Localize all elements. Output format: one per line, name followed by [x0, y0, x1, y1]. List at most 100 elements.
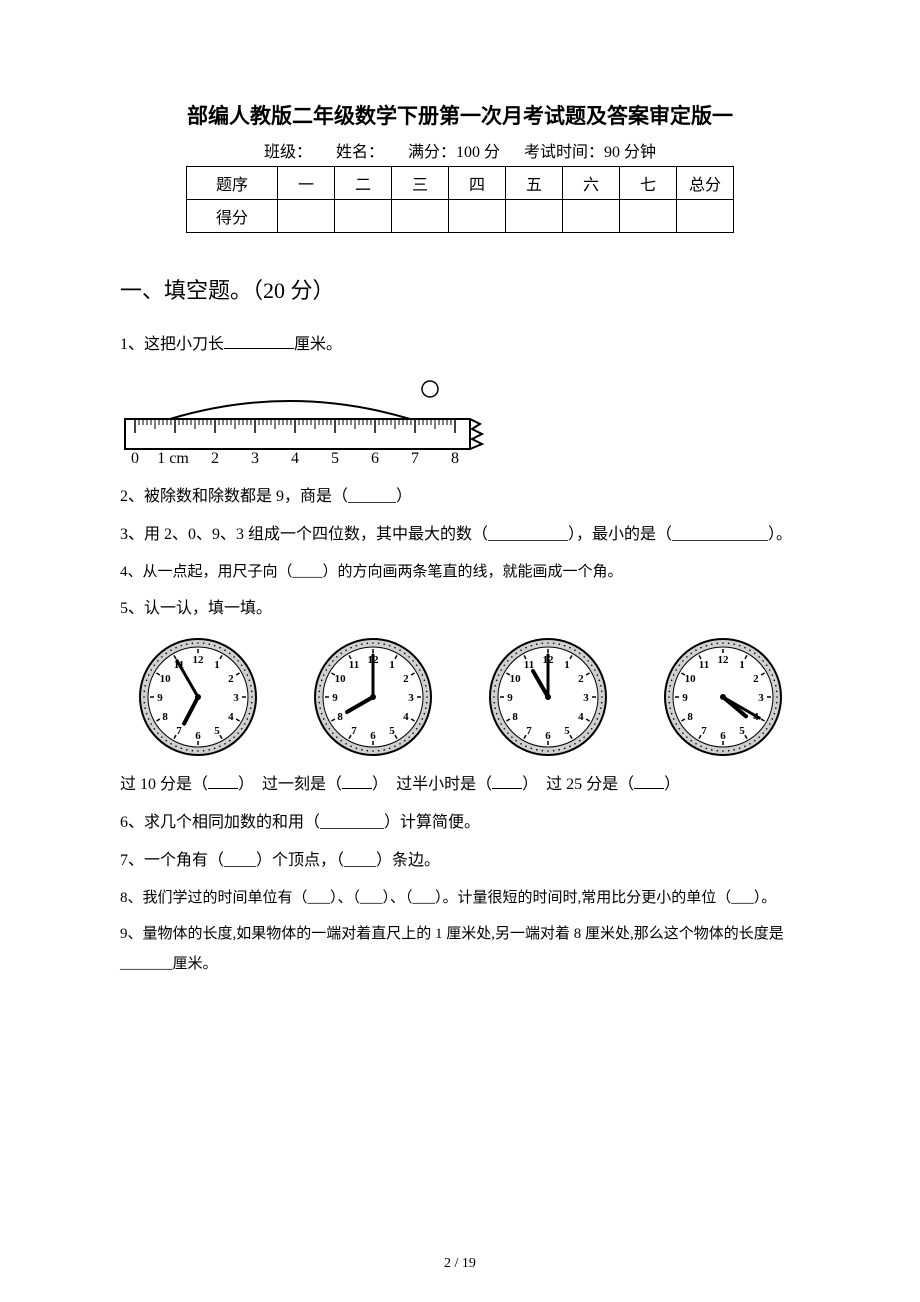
cap4-blank	[634, 772, 664, 789]
col-5: 五	[506, 167, 563, 200]
clock-2: 123456789101112	[295, 637, 450, 757]
cap2-suf: ）	[372, 776, 388, 793]
svg-text:4: 4	[291, 450, 299, 466]
svg-text:9: 9	[682, 692, 688, 704]
meta-row: 班级： 姓名： 满分：100 分 考试时间：90 分钟	[120, 138, 800, 162]
svg-text:6: 6	[720, 730, 726, 742]
cap1-suf: ）	[238, 776, 254, 793]
col-2: 二	[335, 167, 392, 200]
score-blank	[392, 200, 449, 233]
doc-title: 部编人教版二年级数学下册第一次月考试题及答案审定版一	[120, 100, 800, 130]
score-row-values: 得分	[187, 200, 734, 233]
clock-4: 123456789101112	[645, 637, 800, 757]
score-blank	[563, 200, 620, 233]
q1-prefix: 1、这把小刀长	[120, 336, 224, 353]
name-label: 姓名：	[336, 144, 384, 161]
knife-hole-icon	[422, 381, 438, 397]
svg-text:12: 12	[192, 654, 204, 666]
svg-text:4: 4	[578, 711, 584, 723]
ruler-body	[125, 419, 470, 449]
col-total: 总分	[677, 167, 734, 200]
score-blank	[449, 200, 506, 233]
svg-text:10: 10	[684, 673, 696, 685]
svg-text:1: 1	[214, 659, 220, 671]
svg-text:1 cm: 1 cm	[157, 450, 189, 466]
svg-text:7: 7	[351, 725, 357, 737]
score-row-header: 题序 一 二 三 四 五 六 七 总分	[187, 167, 734, 200]
svg-text:7: 7	[526, 725, 532, 737]
svg-text:2: 2	[403, 673, 409, 685]
knife-arc	[170, 401, 410, 419]
svg-text:6: 6	[545, 730, 551, 742]
ruler-figure: 01 cm2345678	[120, 371, 800, 471]
col-6: 六	[563, 167, 620, 200]
svg-text:10: 10	[334, 673, 346, 685]
question-3: 3、用 2、0、9、3 组成一个四位数，其中最大的数（__________），最…	[120, 519, 800, 551]
q1-blank	[224, 332, 294, 349]
svg-text:5: 5	[331, 450, 339, 466]
cap1-pre: 过 10 分是（	[120, 776, 208, 793]
cap1-blank	[208, 772, 238, 789]
svg-text:10: 10	[159, 673, 171, 685]
svg-text:8: 8	[451, 450, 459, 466]
q1-suffix: 厘米。	[294, 336, 342, 353]
svg-text:9: 9	[332, 692, 338, 704]
svg-text:12: 12	[717, 654, 729, 666]
svg-text:2: 2	[211, 450, 219, 466]
question-9: 9、量物体的长度,如果物体的一端对着直尺上的 1 厘米处,另一端对着 8 厘米处…	[120, 919, 800, 979]
svg-text:6: 6	[370, 730, 376, 742]
score-blank	[677, 200, 734, 233]
clock-face-4: 123456789101112	[663, 637, 783, 757]
clock-face-1: 123456789101112	[138, 637, 258, 757]
class-label: 班级：	[264, 144, 312, 161]
cap2-blank	[342, 772, 372, 789]
svg-text:3: 3	[583, 692, 589, 704]
svg-text:7: 7	[701, 725, 707, 737]
svg-text:8: 8	[512, 711, 518, 723]
svg-text:8: 8	[687, 711, 693, 723]
svg-text:1: 1	[389, 659, 395, 671]
col-7: 七	[620, 167, 677, 200]
svg-text:6: 6	[371, 450, 379, 466]
score-blank	[278, 200, 335, 233]
svg-text:11: 11	[348, 659, 358, 671]
svg-text:7: 7	[176, 725, 182, 737]
cap3-blank	[492, 772, 522, 789]
svg-text:3: 3	[408, 692, 414, 704]
question-8: 8、我们学过的时间单位有（___）、（___）、（___）。计量很短的时间时,常…	[120, 883, 800, 913]
svg-text:0: 0	[131, 450, 139, 466]
svg-text:9: 9	[157, 692, 163, 704]
score-table: 题序 一 二 三 四 五 六 七 总分 得分	[186, 166, 734, 233]
svg-text:11: 11	[698, 659, 708, 671]
svg-text:9: 9	[507, 692, 513, 704]
svg-text:8: 8	[162, 711, 168, 723]
question-7: 7、一个角有（____）个顶点，（____）条边。	[120, 845, 800, 877]
svg-text:5: 5	[739, 725, 745, 737]
clock-3: 123456789101112	[470, 637, 625, 757]
score-label: 满分：100 分	[408, 144, 500, 161]
question-6: 6、求几个相同加数的和用（________）计算简便。	[120, 807, 800, 839]
row1-label: 题序	[187, 167, 278, 200]
svg-text:2: 2	[753, 673, 759, 685]
question-2: 2、被除数和除数都是 9，商是（______）	[120, 481, 800, 513]
clock-face-3: 123456789101112	[488, 637, 608, 757]
svg-text:4: 4	[403, 711, 409, 723]
svg-text:3: 3	[233, 692, 239, 704]
col-3: 三	[392, 167, 449, 200]
question-4: 4、从一点起，用尺子向（____）的方向画两条笔直的线，就能画成一个角。	[120, 557, 800, 587]
svg-text:6: 6	[195, 730, 201, 742]
page: 部编人教版二年级数学下册第一次月考试题及答案审定版一 班级： 姓名： 满分：10…	[0, 0, 920, 1302]
clock-face-2: 123456789101112	[313, 637, 433, 757]
svg-text:5: 5	[389, 725, 395, 737]
col-1: 一	[278, 167, 335, 200]
svg-text:5: 5	[214, 725, 220, 737]
col-4: 四	[449, 167, 506, 200]
page-number: 2 / 19	[0, 1256, 920, 1272]
clock-1: 123456789101112	[120, 637, 275, 757]
time-label: 考试时间：90 分钟	[524, 144, 656, 161]
cap4-suf: ）	[664, 776, 680, 793]
ruler-svg: 01 cm2345678	[120, 371, 490, 466]
svg-text:7: 7	[411, 450, 419, 466]
svg-text:8: 8	[337, 711, 343, 723]
ruler-labels: 01 cm2345678	[131, 450, 459, 466]
